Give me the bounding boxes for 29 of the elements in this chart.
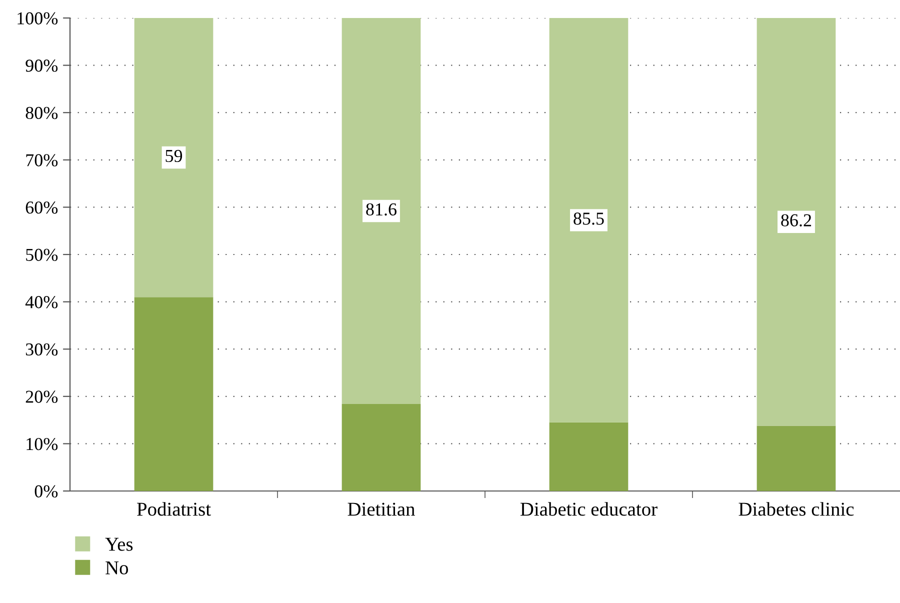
y-tick-label: 10% <box>26 438 58 450</box>
bar <box>134 18 214 298</box>
x-tick-label: Dietitian <box>348 502 415 516</box>
y-tick-label: 80% <box>26 106 58 120</box>
bar <box>549 18 628 422</box>
y-tick-label: 70% <box>26 154 58 166</box>
bar <box>549 422 628 491</box>
bar <box>756 426 836 491</box>
legend-label: No <box>106 562 128 574</box>
y-tick-label: 20% <box>26 390 58 403</box>
y-tick-label: 0% <box>34 485 58 498</box>
y-tick-label: 60% <box>26 201 58 214</box>
y-tick-label: 100% <box>18 12 58 24</box>
x-tick-label: Diabetes clinic <box>738 502 854 516</box>
data-label: 81.6 <box>366 203 397 216</box>
bar <box>342 404 421 491</box>
y-tick-label: 50% <box>26 248 58 261</box>
bar <box>134 297 214 491</box>
data-label: 85.5 <box>574 212 604 225</box>
bar <box>342 18 421 404</box>
x-tick-label: Diabetic educator <box>520 502 658 516</box>
legend-label: Yes <box>105 538 133 551</box>
data-label: 59 <box>166 150 182 162</box>
y-tick-label: 40% <box>25 296 58 308</box>
data-label: 86.2 <box>781 214 812 226</box>
y-tick-label: 90% <box>26 60 58 72</box>
x-tick-label: Podiatrist <box>137 502 211 516</box>
bar <box>756 18 836 426</box>
y-tick-label: 30% <box>26 343 58 356</box>
